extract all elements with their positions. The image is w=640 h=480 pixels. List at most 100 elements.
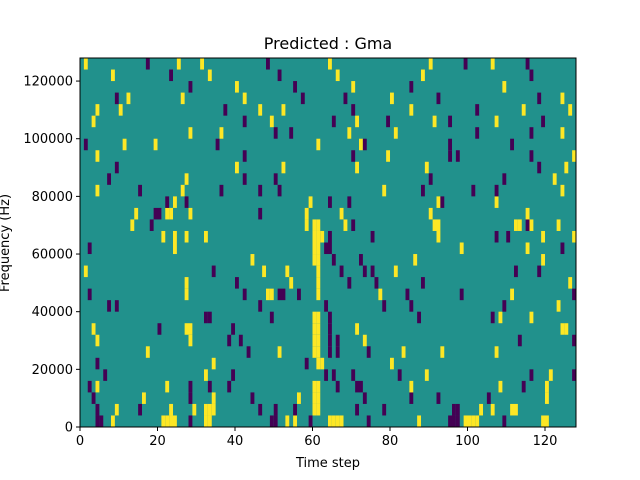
heatmap-cell	[347, 127, 352, 139]
heatmap-cell	[568, 277, 573, 289]
heatmap-cell	[471, 415, 476, 427]
heatmap-cell	[91, 323, 96, 335]
heatmap-cell	[227, 380, 232, 393]
heatmap-cell	[382, 184, 387, 197]
heatmap-cell	[273, 415, 278, 427]
heatmap-cell	[525, 207, 530, 220]
plot-frame	[79, 57, 577, 428]
heatmap-cell	[312, 380, 317, 393]
heatmap-cell	[165, 207, 170, 220]
heatmap-cell	[211, 357, 216, 370]
heatmap-cell	[200, 58, 205, 70]
heatmap-cell	[169, 415, 174, 427]
heatmap-cell	[231, 323, 236, 335]
heatmap-cell	[316, 346, 321, 358]
heatmap-cell	[316, 392, 321, 404]
heatmap-cell	[273, 403, 278, 416]
heatmap-cell	[184, 323, 189, 335]
heatmap-cell	[316, 403, 321, 416]
heatmap-cell	[188, 127, 193, 139]
heatmap-cell	[390, 357, 394, 370]
heatmap-cell	[316, 277, 321, 289]
heatmap-cell	[378, 288, 383, 301]
heatmap-cell	[269, 415, 274, 427]
heatmap-cell	[231, 369, 236, 381]
heatmap-cell	[409, 300, 414, 312]
heatmap-cell	[471, 184, 476, 197]
heatmap-cell	[424, 369, 429, 381]
heatmap-cell	[537, 92, 542, 105]
heatmap-cell	[95, 184, 100, 197]
heatmap-cell	[490, 311, 495, 324]
heatmap-cell	[308, 415, 313, 427]
heatmap-cell	[510, 138, 515, 151]
heatmap-cell	[180, 92, 185, 105]
heatmap-cell	[452, 403, 456, 416]
heatmap-cell	[401, 346, 406, 358]
y-tick-label: 0	[65, 421, 73, 436]
heatmap-cell	[502, 415, 507, 427]
heatmap-cell	[529, 369, 534, 381]
heatmap-cell	[316, 357, 321, 370]
heatmap-cell	[227, 334, 232, 347]
heatmap-cell	[541, 115, 546, 128]
heatmap-cell	[266, 58, 270, 70]
heatmap-cell	[204, 403, 208, 416]
heatmap-cell	[568, 104, 573, 116]
heatmap-cell	[525, 219, 530, 231]
heatmap-cell	[572, 288, 577, 301]
heatmap-cell	[463, 58, 468, 70]
heatmap-cell	[207, 415, 212, 427]
heatmap-cell	[304, 357, 309, 370]
heatmap-cell	[537, 161, 542, 174]
heatmap-cell	[424, 161, 429, 174]
heatmap-cell	[335, 415, 340, 427]
heatmap-cell	[448, 138, 453, 151]
heatmap-cell	[343, 219, 348, 231]
heatmap-cell	[355, 161, 360, 174]
heatmap-cell	[386, 150, 391, 162]
heatmap-cell	[486, 392, 491, 404]
heatmap-cell	[95, 357, 100, 370]
heatmap-cell	[114, 300, 119, 312]
heatmap-cell	[409, 380, 414, 393]
heatmap-cell	[316, 138, 321, 151]
heatmap-cell	[432, 219, 437, 231]
heatmap-cell	[572, 150, 577, 162]
heatmap-cell	[188, 323, 193, 335]
heatmap-cell	[107, 173, 112, 185]
heatmap-cell	[95, 403, 100, 416]
heatmap-cell	[428, 58, 433, 70]
x-tick-label: 100	[455, 434, 480, 449]
heatmap-cell	[87, 288, 92, 301]
heatmap-cell	[417, 311, 422, 324]
heatmap-cell	[91, 392, 96, 404]
heatmap-cell	[494, 230, 499, 243]
heatmap-cell	[192, 403, 197, 416]
heatmap-cell	[521, 380, 526, 393]
heatmap-cell	[556, 300, 561, 312]
heatmap-cell	[95, 380, 100, 393]
heatmap-cell	[541, 415, 546, 427]
heatmap-cell	[312, 219, 317, 231]
heatmap-cell	[525, 242, 530, 255]
heatmap-cell	[114, 92, 119, 105]
heatmap-cell	[541, 254, 546, 266]
heatmap-cell	[560, 127, 565, 139]
heatmap-cell	[277, 184, 282, 197]
heatmap-cell	[95, 104, 100, 116]
heatmap-cell	[204, 311, 208, 324]
heatmap-cell	[355, 403, 360, 416]
heatmap-cell	[560, 242, 565, 255]
heatmap-cell	[351, 104, 356, 116]
heatmap-cell	[165, 380, 170, 393]
heatmap-cell	[153, 207, 158, 220]
heatmap-cell	[83, 265, 88, 278]
heatmap-cell	[250, 392, 255, 404]
heatmap-cell	[335, 69, 340, 82]
heatmap-cell	[211, 403, 216, 416]
chart-title: Predicted : Gma	[264, 34, 392, 53]
heatmap-cell	[169, 403, 174, 416]
heatmap-cell	[506, 230, 511, 243]
heatmap-cell	[269, 311, 274, 324]
